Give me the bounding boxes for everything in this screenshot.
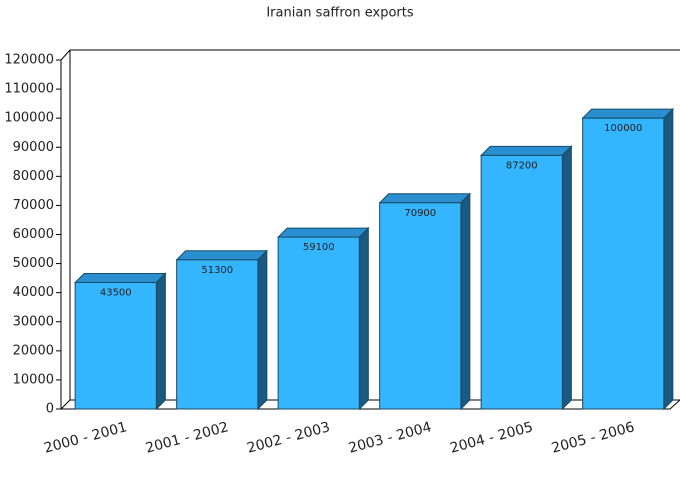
y-tick-label: 60000 — [13, 227, 54, 242]
bar-side — [257, 249, 268, 411]
bar — [277, 236, 360, 410]
y-tick-label: 10000 — [13, 372, 54, 387]
bar-top — [73, 272, 167, 283]
bar-top — [581, 108, 675, 119]
bar — [74, 281, 157, 410]
bar — [176, 259, 259, 410]
y-tick-label: 100000 — [4, 111, 54, 126]
floor — [59, 399, 680, 410]
value-label: 100000 — [604, 123, 642, 134]
bar-top — [378, 193, 472, 204]
bar — [480, 154, 563, 410]
chart-title: Iranian saffron exports — [266, 6, 414, 21]
x-tick-label: 2000 - 2001 — [42, 419, 128, 457]
x-tick-label: 2004 - 2005 — [448, 419, 534, 457]
bar-top — [479, 145, 573, 156]
bar-side — [460, 192, 471, 411]
value-label: 87200 — [506, 160, 538, 171]
bar-side — [561, 145, 572, 411]
bar — [379, 202, 462, 410]
x-tick-label: 2001 - 2002 — [144, 419, 230, 457]
x-tick-label: 2002 - 2003 — [245, 419, 331, 457]
y-tick-label: 40000 — [13, 285, 54, 300]
y-tick-label: 30000 — [13, 314, 54, 329]
bar — [582, 117, 665, 410]
value-label: 70900 — [404, 208, 436, 219]
bar-top — [276, 227, 370, 238]
x-tick-label: 2005 - 2006 — [550, 419, 637, 457]
bar-side — [663, 107, 674, 411]
y-tick-label: 90000 — [13, 140, 54, 155]
y-tick-label: 0 — [46, 402, 54, 417]
y-tick-label: 110000 — [4, 82, 54, 97]
y-tick-label: 20000 — [13, 343, 54, 358]
y-tick-label: 70000 — [13, 198, 54, 213]
bar-top — [175, 250, 269, 261]
value-label: 59100 — [303, 242, 335, 253]
bar-side — [358, 226, 369, 411]
value-label: 51300 — [201, 265, 233, 276]
y-tick-label: 50000 — [13, 256, 54, 271]
y-tick-label: 120000 — [4, 53, 54, 68]
bar-side — [155, 272, 166, 411]
x-tick-label: 2003 - 2004 — [347, 419, 434, 457]
axis-corner — [60, 49, 71, 61]
y-tick-label: 80000 — [13, 169, 54, 184]
value-label: 43500 — [100, 287, 132, 298]
